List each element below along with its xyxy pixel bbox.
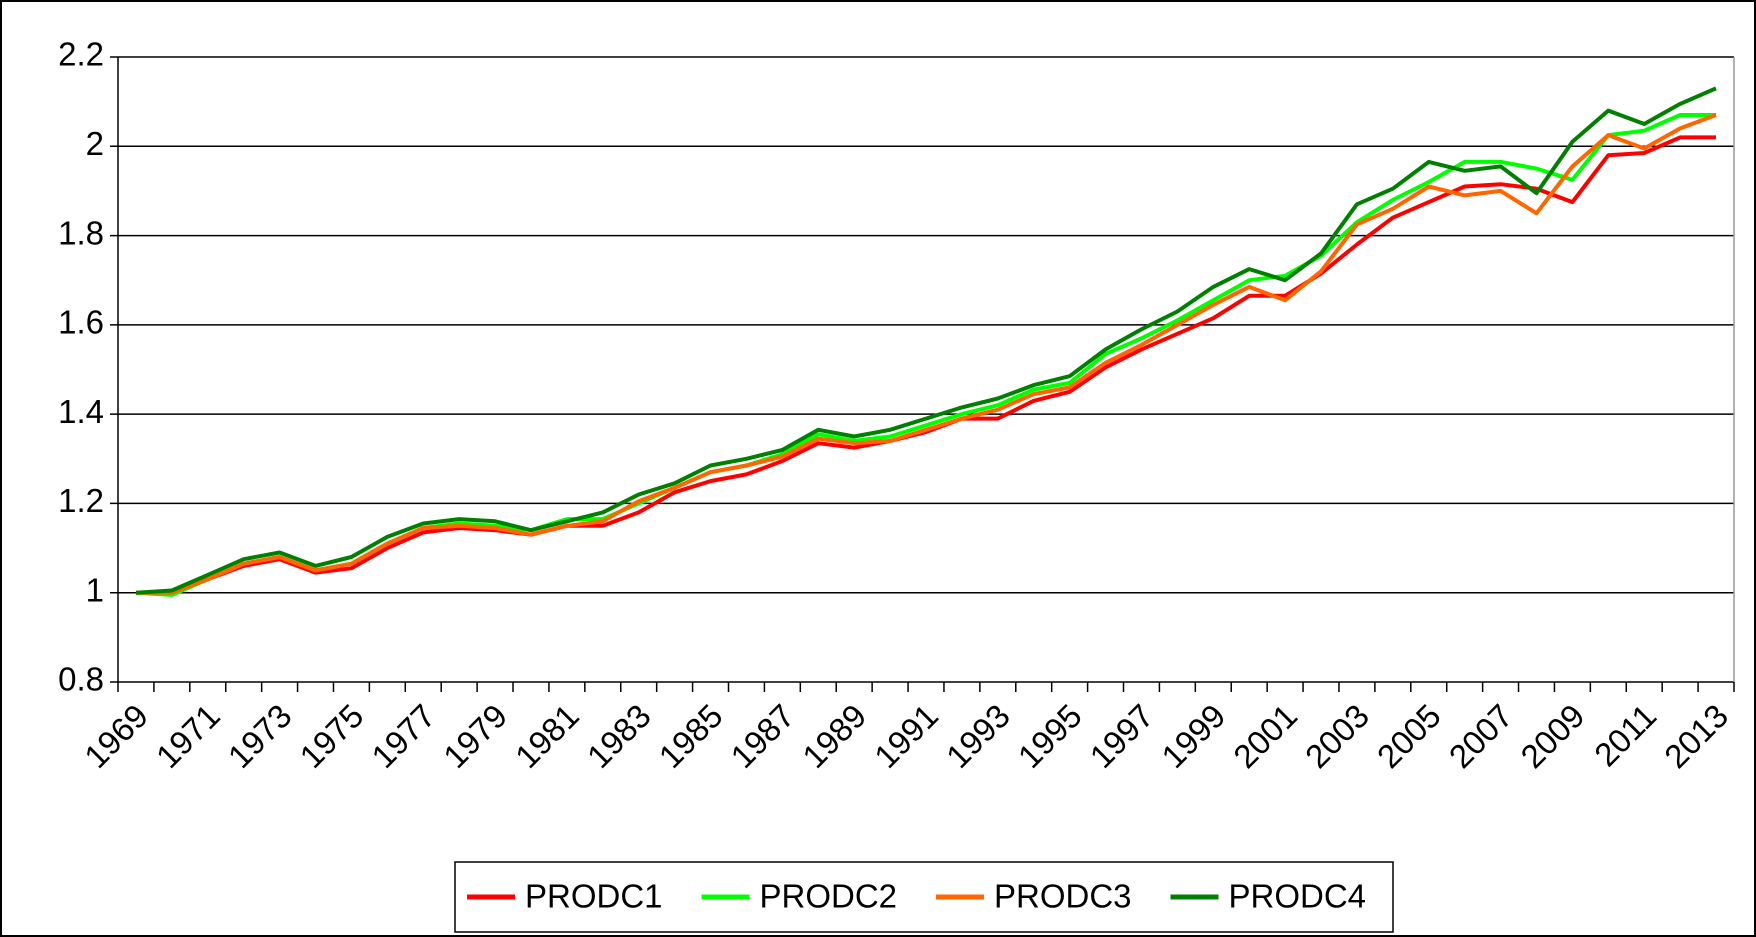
- line-series: [136, 113, 1717, 595]
- y-tick-label: 1.8: [58, 214, 104, 251]
- y-tick-label: 1.6: [58, 304, 104, 341]
- y-tick-label: 2: [86, 125, 104, 162]
- legend-label: PRODC2: [760, 878, 898, 915]
- y-tick-label: 1: [86, 571, 104, 608]
- y-tick-label: 1.2: [58, 482, 104, 519]
- legend-label: PRODC1: [525, 878, 663, 915]
- y-tick-label: 1.4: [58, 393, 104, 430]
- legend-label: PRODC4: [1229, 878, 1367, 915]
- legend-label: PRODC3: [994, 878, 1132, 915]
- y-tick-label: 2.2: [58, 36, 104, 73]
- legend-box: [454, 861, 1394, 933]
- line-series: [135, 86, 1717, 595]
- y-tick-label: 0.8: [58, 661, 104, 698]
